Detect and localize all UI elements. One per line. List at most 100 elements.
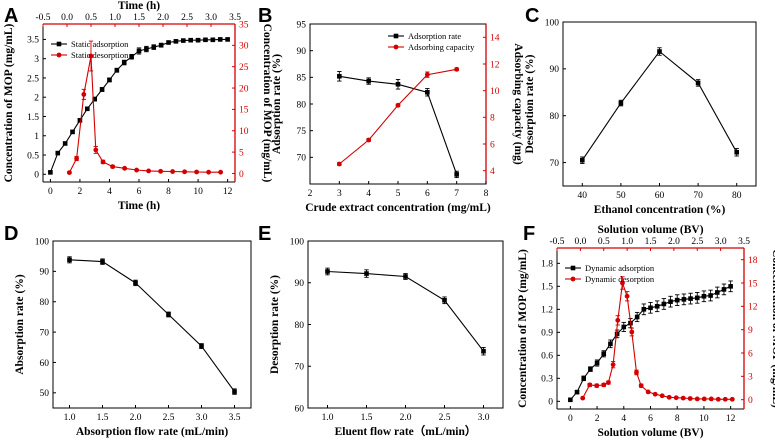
- data-point: [424, 72, 430, 78]
- y-tick-label: 0.5: [27, 151, 39, 161]
- y-tick-label: 1.5: [541, 283, 553, 293]
- data-point: [203, 37, 208, 43]
- data-point: [624, 293, 630, 299]
- data-point: [100, 159, 106, 165]
- y-tick-label: 80: [40, 298, 50, 308]
- data-point: [217, 37, 223, 42]
- y-tick-label: 80: [295, 321, 305, 331]
- y-tick-label: 80: [297, 100, 307, 110]
- data-point: [70, 129, 75, 135]
- data-point: [158, 42, 164, 48]
- y2-axis-title: Concentration of MOP (mg/mL): [261, 24, 273, 183]
- y-tick-label: 90: [295, 279, 305, 289]
- data-point: [654, 303, 660, 309]
- y-tick-label: 3: [34, 55, 39, 65]
- data-point: [661, 301, 667, 307]
- y-tick-label: 100: [290, 237, 305, 247]
- x-tick-label: 3.5: [229, 413, 241, 423]
- y2-tick-label: 3: [748, 373, 753, 383]
- data-point: [206, 169, 212, 175]
- data-point: [92, 96, 97, 102]
- legend-label: Adsorbing capacity: [408, 42, 475, 52]
- data-point: [93, 147, 99, 153]
- x-tick-label: 2.0: [130, 413, 142, 423]
- panel-letter-f: F: [523, 223, 535, 245]
- x-tick-label: 80: [732, 191, 742, 201]
- x-tick-label: 6: [137, 187, 142, 197]
- x-tick-label: 70: [693, 191, 703, 201]
- data-point: [129, 54, 134, 60]
- y-tick-label: 2: [34, 94, 39, 104]
- y-tick-label: 90: [40, 268, 50, 278]
- y-tick-label: 0.9: [541, 329, 553, 339]
- x-tick-label: 3.0: [478, 413, 490, 423]
- y2-tick-label: 25: [239, 63, 249, 73]
- data-point: [715, 396, 721, 402]
- x2-tick-label: 1.0: [109, 13, 121, 23]
- data-point: [336, 161, 342, 167]
- data-point: [657, 49, 662, 54]
- data-point: [680, 395, 686, 401]
- y2-tick-label: 30: [239, 42, 249, 52]
- y2-tick-label: 15: [748, 279, 758, 289]
- panel-f: F 0 2 4 6 8 10 12 0 0.3 0.6 0.9 1.2 1.5 1.8 0 3 6 9 12 15 18 -…: [517, 223, 775, 439]
- y-tick-label: 100: [545, 18, 560, 28]
- legend-label: Static desorption: [71, 50, 129, 60]
- data-point: [325, 269, 330, 274]
- x-tick-label: 10: [699, 414, 709, 424]
- legend-label: Adsorption rate: [408, 31, 461, 41]
- data-point: [580, 157, 585, 163]
- data-point: [158, 168, 164, 174]
- x2-tick-label: 2.5: [691, 237, 703, 247]
- data-point: [395, 102, 401, 108]
- data-point: [594, 360, 600, 366]
- y-tick-label: 0: [548, 398, 553, 408]
- x-tick-label: 4: [621, 414, 626, 424]
- data-point: [608, 341, 613, 347]
- data-point: [659, 393, 665, 399]
- y-axis-title: Desorption rate (%): [524, 54, 536, 153]
- data-point: [173, 39, 179, 44]
- y-axis-title: Desorption rate (%): [269, 275, 281, 374]
- data-point: [395, 81, 401, 87]
- series-adsorption-rate: [337, 71, 459, 179]
- series-line: [68, 55, 221, 173]
- y2-tick-label: 20: [239, 84, 249, 94]
- data-point: [638, 383, 644, 389]
- data-point: [181, 38, 186, 43]
- y-tick-label: 2.5: [27, 74, 39, 84]
- series-line: [581, 50, 738, 161]
- legend-label: Dynamic adsorption: [585, 263, 655, 273]
- data-point: [144, 46, 149, 52]
- y2-tick-label: 12: [490, 60, 500, 70]
- data-point: [601, 351, 607, 357]
- x2-tick-label: 0.0: [574, 237, 586, 247]
- data-point: [85, 106, 90, 112]
- x2-tick-label: 3.5: [738, 237, 750, 247]
- x-tick-label: 3.0: [196, 413, 208, 423]
- y-tick-label: 85: [297, 74, 307, 84]
- x2-axis-title: Time (h): [118, 0, 160, 12]
- data-point: [99, 87, 105, 92]
- data-point: [652, 391, 658, 397]
- data-point: [454, 172, 459, 177]
- x-tick-label: 0: [48, 187, 53, 197]
- data-point: [614, 331, 620, 337]
- x2-tick-label: 3.5: [229, 13, 241, 23]
- series-line: [582, 282, 733, 400]
- data-point: [645, 389, 651, 395]
- data-point: [694, 396, 700, 402]
- data-point: [594, 383, 600, 389]
- y2-tick-label: 35: [239, 20, 249, 30]
- x-tick-label: 40: [578, 191, 588, 201]
- y2-axis-title: Adsorbing capacity (mg): [512, 43, 524, 165]
- data-point: [695, 80, 701, 86]
- x2-tick-label: 0.0: [61, 13, 73, 23]
- y2-tick-label: 12: [748, 303, 758, 313]
- y-tick-label: 95: [297, 20, 307, 30]
- data-point: [454, 66, 460, 72]
- data-point: [100, 259, 105, 264]
- series-line: [69, 259, 235, 392]
